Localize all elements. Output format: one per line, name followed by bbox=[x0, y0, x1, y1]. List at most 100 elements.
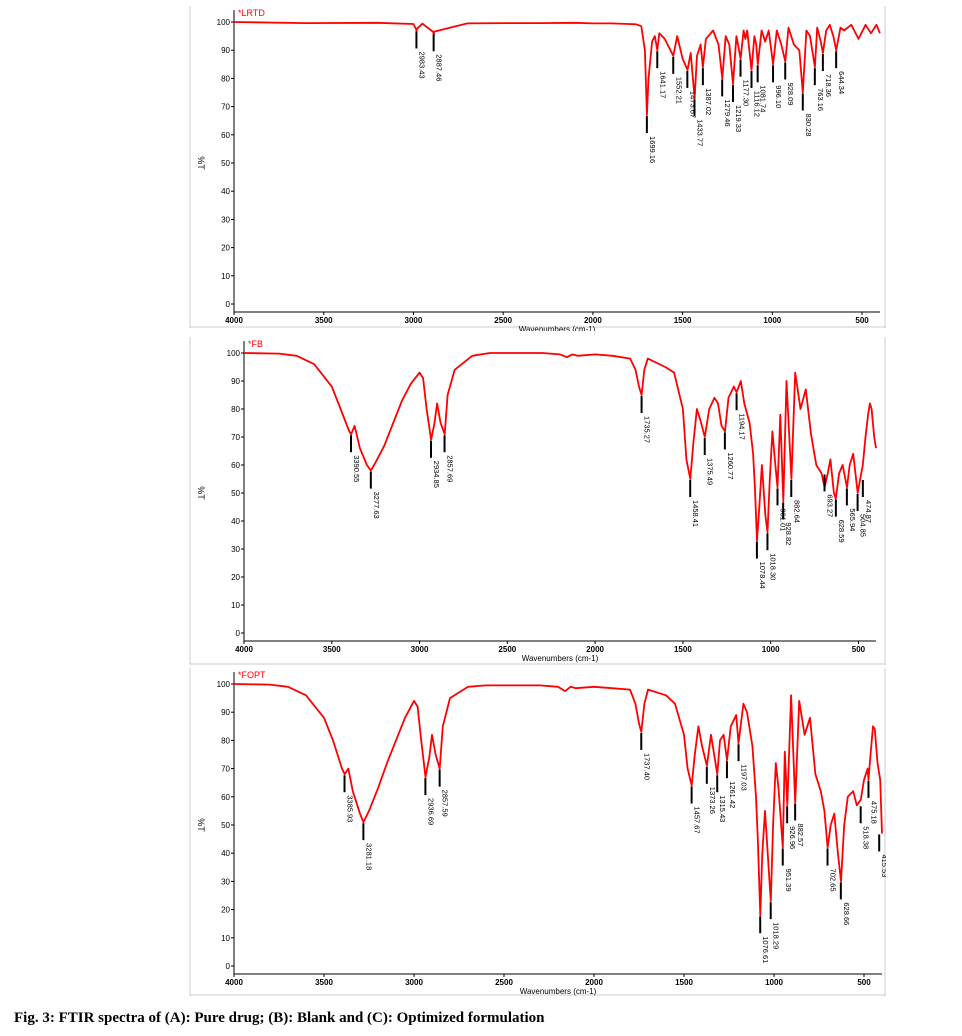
peak-label: 3385.93 bbox=[346, 795, 355, 822]
spectrum-panel-fopt: 0 10 20 30 40 50 60 70 80 90 100 4000 3500 3000 2500 20… bbox=[186, 668, 886, 998]
y-tick-label: 80 bbox=[221, 74, 230, 83]
y-tick-label: 70 bbox=[231, 433, 240, 442]
peak-label: 1081.74 bbox=[759, 85, 768, 112]
x-tick-label: 3500 bbox=[315, 978, 333, 987]
y-tick-label: 40 bbox=[231, 517, 240, 526]
figure-caption: Fig. 3: FTIR spectra of (A): Pure drug; … bbox=[14, 1010, 545, 1026]
x-tick-label: 2500 bbox=[495, 978, 513, 987]
x-tick-label: 3000 bbox=[405, 978, 423, 987]
peak-label: 1641.17 bbox=[658, 71, 667, 98]
y-tick-label: 30 bbox=[221, 877, 230, 886]
peak-label: 1735.27 bbox=[643, 416, 652, 443]
peak-label: 628.59 bbox=[837, 520, 846, 543]
y-tick-label: 100 bbox=[217, 18, 231, 27]
peak-label: 1018.29 bbox=[772, 922, 781, 949]
chart-lrtd: 0 10 20 30 40 50 60 70 80 90 100 4000 3500 3000 2500 20… bbox=[189, 6, 886, 331]
peak-label: 830.28 bbox=[804, 114, 813, 137]
peak-label: 1458.41 bbox=[691, 500, 700, 527]
spectrum-panel-fb: 0 10 20 30 40 50 60 70 80 90 100 4000 3500 3000 2500 20… bbox=[186, 337, 886, 667]
peak-label: 2934.85 bbox=[432, 461, 441, 488]
y-tick-label: 30 bbox=[231, 545, 240, 554]
peak-label: 474.87 bbox=[864, 500, 873, 523]
peak-label: 415.53 bbox=[880, 854, 886, 877]
y-tick-label: 100 bbox=[227, 349, 241, 358]
peak-label: 1552.21 bbox=[674, 77, 683, 104]
peak-label: 882.64 bbox=[792, 500, 801, 523]
peak-label: 1737.40 bbox=[642, 753, 651, 780]
x-tick-label: 2000 bbox=[586, 645, 604, 654]
peak-label: 996.10 bbox=[774, 85, 783, 108]
peak-label: 1375.49 bbox=[706, 458, 715, 485]
spectrum-line bbox=[243, 352, 877, 542]
peak-label: 702.65 bbox=[829, 869, 838, 892]
y-tick-label: 30 bbox=[221, 215, 230, 224]
y-tick-label: 70 bbox=[221, 765, 230, 774]
y-tick-label: 20 bbox=[231, 573, 240, 582]
x-tick-label: 1500 bbox=[675, 978, 693, 987]
y-tick-label: 20 bbox=[221, 906, 230, 915]
peak-label: 644.34 bbox=[837, 71, 846, 94]
spectrum-line bbox=[233, 683, 883, 917]
peak-label: 1018.30 bbox=[768, 553, 777, 580]
peak-label: 518.38 bbox=[862, 826, 871, 849]
peak-label: 2983.43 bbox=[417, 51, 426, 78]
x-tick-label: 3000 bbox=[411, 645, 429, 654]
y-tick-label: 70 bbox=[221, 103, 230, 112]
x-tick-label: 4000 bbox=[225, 316, 243, 325]
x-tick-label: 4000 bbox=[225, 978, 243, 987]
y-tick-label: 60 bbox=[231, 461, 240, 470]
peak-label: 1315.43 bbox=[718, 795, 727, 822]
x-tick-label: 3500 bbox=[315, 316, 333, 325]
peak-label: 3390.55 bbox=[352, 455, 361, 482]
chart-fopt: 0 10 20 30 40 50 60 70 80 90 100 4000 3500 3000 2500 20… bbox=[189, 668, 886, 996]
peak-label: 1699.16 bbox=[648, 136, 657, 163]
y-tick-label: 90 bbox=[231, 377, 240, 386]
x-tick-label: 3000 bbox=[405, 316, 423, 325]
peak-label: 1197.03 bbox=[740, 764, 749, 791]
x-axis-label: Wavenumbers (cm-1) bbox=[522, 654, 599, 663]
sample-name-label: *FOPT bbox=[238, 670, 266, 680]
peak-label: 1260.77 bbox=[726, 452, 735, 479]
spectrum-line bbox=[233, 21, 881, 116]
peak-label: 1279.46 bbox=[723, 99, 732, 126]
y-tick-label: 100 bbox=[217, 680, 231, 689]
y-tick-label: 90 bbox=[221, 46, 230, 55]
peak-label: 2857.59 bbox=[441, 790, 450, 817]
spectrum-panel-lrtd: 0 10 20 30 40 50 60 70 80 90 100 4000 3500 3000 2500 20… bbox=[186, 6, 886, 331]
x-tick-label: 500 bbox=[857, 978, 871, 987]
y-axis-label: %T bbox=[196, 486, 206, 500]
peak-label: 3281.18 bbox=[364, 843, 373, 870]
chart-fb: 0 10 20 30 40 50 60 70 80 90 100 4000 3500 3000 2500 20… bbox=[189, 337, 886, 665]
peak-label: 1219.33 bbox=[734, 105, 743, 132]
peak-label: 504.85 bbox=[859, 514, 868, 537]
x-tick-label: 500 bbox=[855, 316, 869, 325]
sample-name-label: *LRTD bbox=[238, 8, 265, 18]
x-tick-label: 1000 bbox=[765, 978, 783, 987]
peak-label: 1457.67 bbox=[693, 807, 702, 834]
peak-label: 475.18 bbox=[869, 801, 878, 824]
x-tick-label: 500 bbox=[852, 645, 866, 654]
x-tick-label: 1000 bbox=[762, 645, 780, 654]
peak-label: 2936.69 bbox=[426, 798, 435, 825]
x-axis-label: Wavenumbers (cm-1) bbox=[519, 325, 596, 331]
peak-label: 928.82 bbox=[784, 522, 793, 545]
peak-label: 2887.46 bbox=[435, 54, 444, 81]
y-tick-label: 0 bbox=[226, 300, 231, 309]
peak-label: 1261.42 bbox=[728, 781, 737, 808]
peak-label: 1373.26 bbox=[708, 787, 717, 814]
x-tick-label: 4000 bbox=[235, 645, 253, 654]
y-tick-label: 0 bbox=[226, 962, 231, 971]
peak-label: 928.09 bbox=[786, 82, 795, 105]
peak-label: 951.39 bbox=[784, 869, 793, 892]
x-tick-label: 2000 bbox=[584, 316, 602, 325]
y-tick-label: 80 bbox=[231, 405, 240, 414]
y-tick-label: 10 bbox=[221, 272, 230, 281]
y-tick-label: 90 bbox=[221, 708, 230, 717]
peak-label: 882.57 bbox=[796, 823, 805, 846]
y-tick-label: 60 bbox=[221, 793, 230, 802]
y-tick-label: 10 bbox=[231, 601, 240, 610]
y-tick-label: 50 bbox=[221, 821, 230, 830]
x-tick-label: 2500 bbox=[498, 645, 516, 654]
peak-label: 2857.69 bbox=[446, 455, 455, 482]
y-axis-label: %T bbox=[196, 156, 206, 170]
